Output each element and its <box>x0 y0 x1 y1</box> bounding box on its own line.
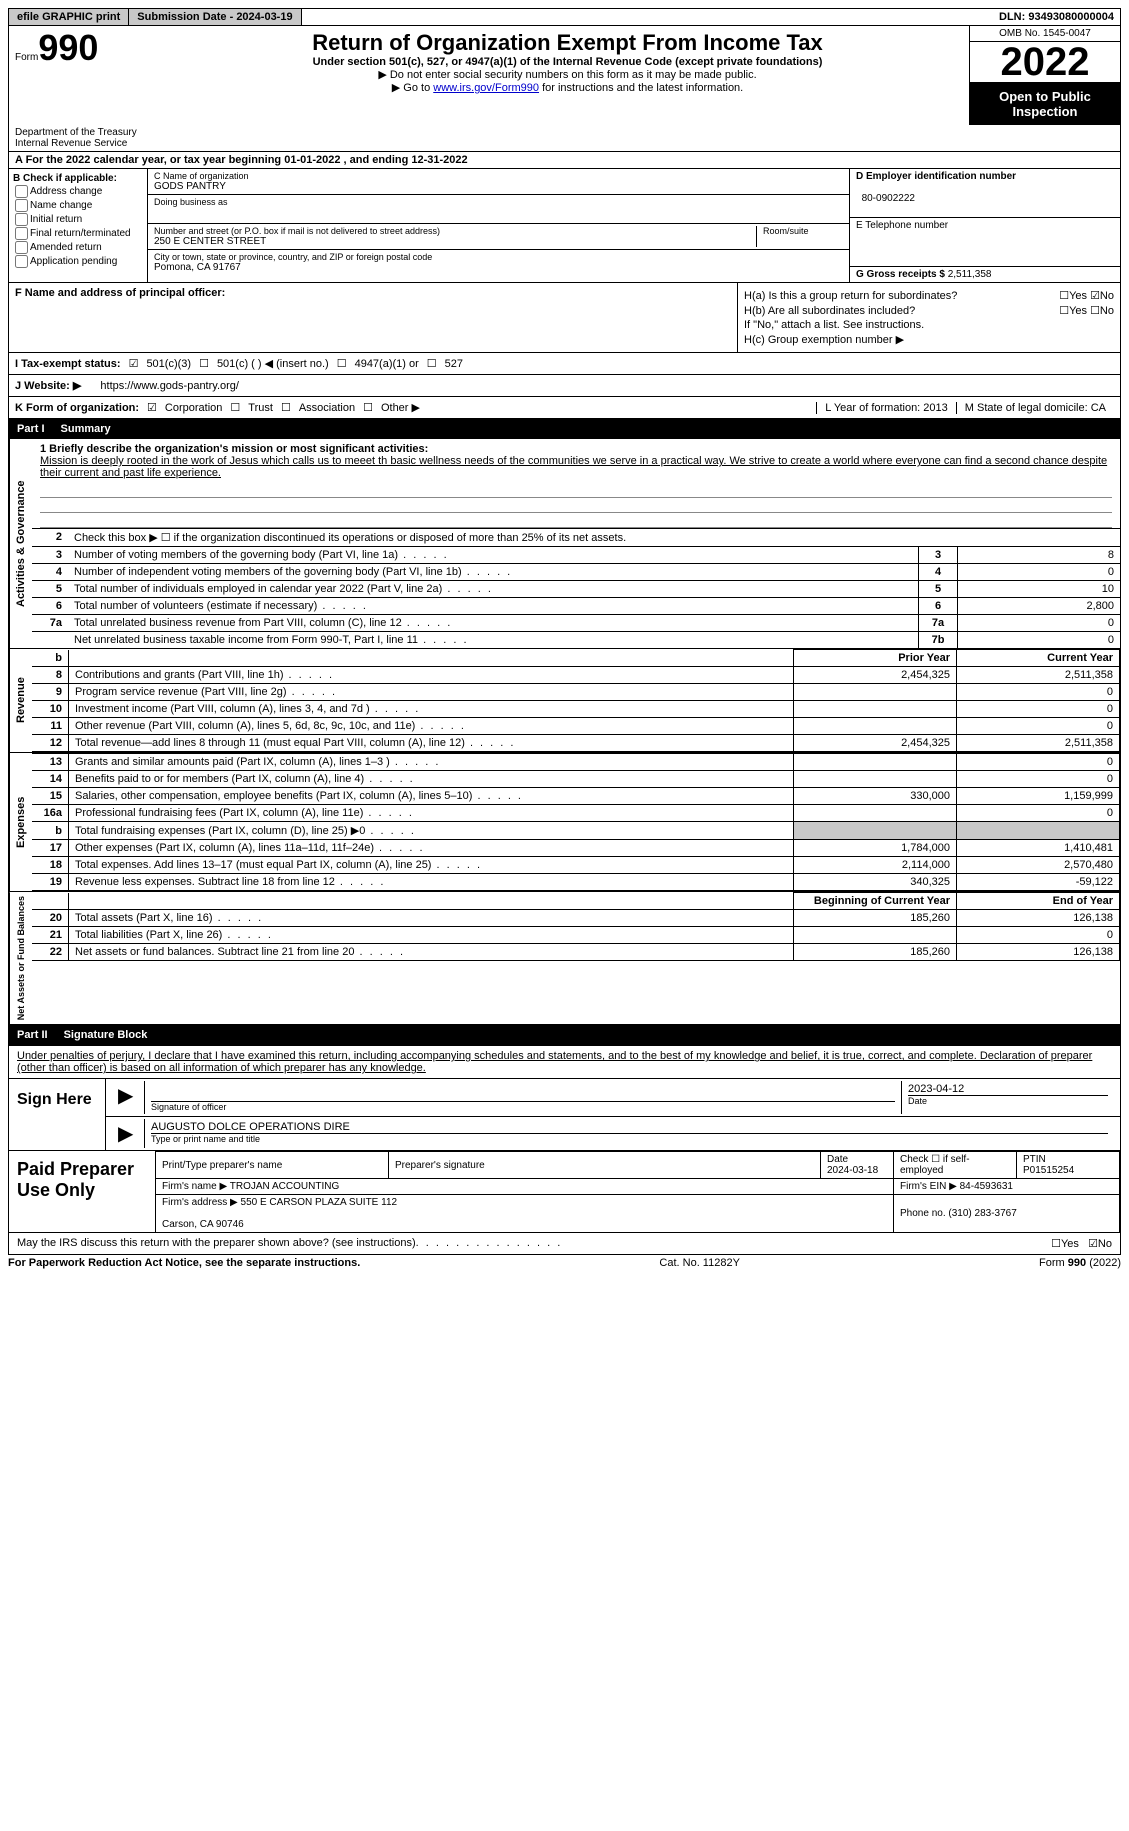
public-inspection: Open to Public Inspection <box>970 83 1120 125</box>
form-number: 990 <box>38 27 98 68</box>
year-formation: L Year of formation: 2013 <box>816 402 956 414</box>
department: Department of the Treasury Internal Reve… <box>8 125 1121 151</box>
box-b: B Check if applicable: Address change Na… <box>9 169 147 282</box>
website: https://www.gods-pantry.org/ <box>100 380 239 392</box>
prep-date: 2024-03-18 <box>827 1165 878 1176</box>
row-i: I Tax-exempt status: ☑ 501(c)(3) ☐ 501(c… <box>8 353 1121 375</box>
row-a-period: A For the 2022 calendar year, or tax yea… <box>8 151 1121 169</box>
efile-button[interactable]: efile GRAPHIC print <box>9 9 129 25</box>
irs-link[interactable]: www.irs.gov/Form990 <box>433 82 539 94</box>
city: Pomona, CA 91767 <box>154 262 241 273</box>
row-k: K Form of organization: ☑ Corporation ☐ … <box>8 397 1121 419</box>
box-f: F Name and address of principal officer: <box>9 283 737 352</box>
dln: DLN: 93493080000004 <box>993 9 1120 25</box>
revenue-table: bPrior YearCurrent Year 8Contributions a… <box>32 649 1120 752</box>
ssn-note: ▶ Do not enter social security numbers o… <box>172 68 963 81</box>
sig-date: 2023-04-12 <box>908 1083 964 1095</box>
vert-governance: Activities & Governance <box>9 439 32 648</box>
info-grid: B Check if applicable: Address change Na… <box>8 169 1121 283</box>
state-domicile: M State of legal domicile: CA <box>956 402 1114 414</box>
officer-name: AUGUSTO DOLCE OPERATIONS DIRE <box>151 1121 350 1133</box>
paid-preparer-label: Paid Preparer Use Only <box>9 1151 155 1232</box>
street: 250 E CENTER STREET <box>154 236 266 247</box>
check-amended[interactable] <box>15 241 28 254</box>
vert-revenue: Revenue <box>9 649 32 752</box>
check-final-return[interactable] <box>15 227 28 240</box>
org-name: GODS PANTRY <box>154 181 226 192</box>
vert-netassets: Net Assets or Fund Balances <box>9 892 32 1024</box>
preparer-block: Paid Preparer Use Only Print/Type prepar… <box>8 1151 1121 1233</box>
check-pending[interactable] <box>15 255 28 268</box>
firm-city: Carson, CA 90746 <box>162 1219 244 1230</box>
governance-table: 2Check this box ▶ ☐ if the organization … <box>32 528 1120 648</box>
ptin: P01515254 <box>1023 1165 1074 1176</box>
part-2-header: Part II Signature Block <box>8 1025 1121 1045</box>
section-fh: F Name and address of principal officer:… <box>8 283 1121 353</box>
row-j: J Website: ▶ https://www.gods-pantry.org… <box>8 375 1121 397</box>
top-bar: efile GRAPHIC print Submission Date - 20… <box>8 8 1121 26</box>
form-subtitle: Under section 501(c), 527, or 4947(a)(1)… <box>172 56 963 68</box>
firm-phone: (310) 283-3767 <box>948 1208 1016 1219</box>
gross-receipts: 2,511,358 <box>948 269 992 280</box>
check-address-change[interactable] <box>15 185 28 198</box>
tax-year: 2022 <box>970 42 1120 83</box>
firm-addr: 550 E CARSON PLAZA SUITE 112 <box>241 1197 398 1208</box>
ein: 80-0902222 <box>862 193 915 204</box>
netassets-table: Beginning of Current YearEnd of Year 20T… <box>32 892 1120 961</box>
mission-block: 1 Briefly describe the organization's mi… <box>32 439 1120 483</box>
form-title: Return of Organization Exempt From Incom… <box>172 30 963 56</box>
signature-block: Under penalties of perjury, I declare th… <box>8 1045 1121 1151</box>
check-initial-return[interactable] <box>15 213 28 226</box>
box-deg: D Employer identification number 80-0902… <box>850 169 1120 282</box>
expenses-table: 13Grants and similar amounts paid (Part … <box>32 753 1120 891</box>
box-c: C Name of organizationGODS PANTRY Doing … <box>147 169 850 282</box>
firm-name: TROJAN ACCOUNTING <box>230 1181 339 1192</box>
footer: For Paperwork Reduction Act Notice, see … <box>8 1255 1121 1271</box>
check-name-change[interactable] <box>15 199 28 212</box>
discuss-row: May the IRS discuss this return with the… <box>8 1233 1121 1255</box>
vert-expenses: Expenses <box>9 753 32 891</box>
form-header: Form990 Return of Organization Exempt Fr… <box>8 26 1121 125</box>
form-label: Form <box>15 52 38 63</box>
box-h: H(a) Is this a group return for subordin… <box>737 283 1120 352</box>
part-1-header: Part I Summary <box>8 419 1121 439</box>
submission-date: Submission Date - 2024-03-19 <box>129 9 301 25</box>
perjury-declaration: Under penalties of perjury, I declare th… <box>9 1046 1120 1078</box>
firm-ein: 84-4593631 <box>960 1181 1013 1192</box>
mission-text: Mission is deeply rooted in the work of … <box>40 455 1107 479</box>
link-note: ▶ Go to www.irs.gov/Form990 for instruct… <box>172 81 963 94</box>
sign-here-label: Sign Here <box>9 1079 105 1150</box>
